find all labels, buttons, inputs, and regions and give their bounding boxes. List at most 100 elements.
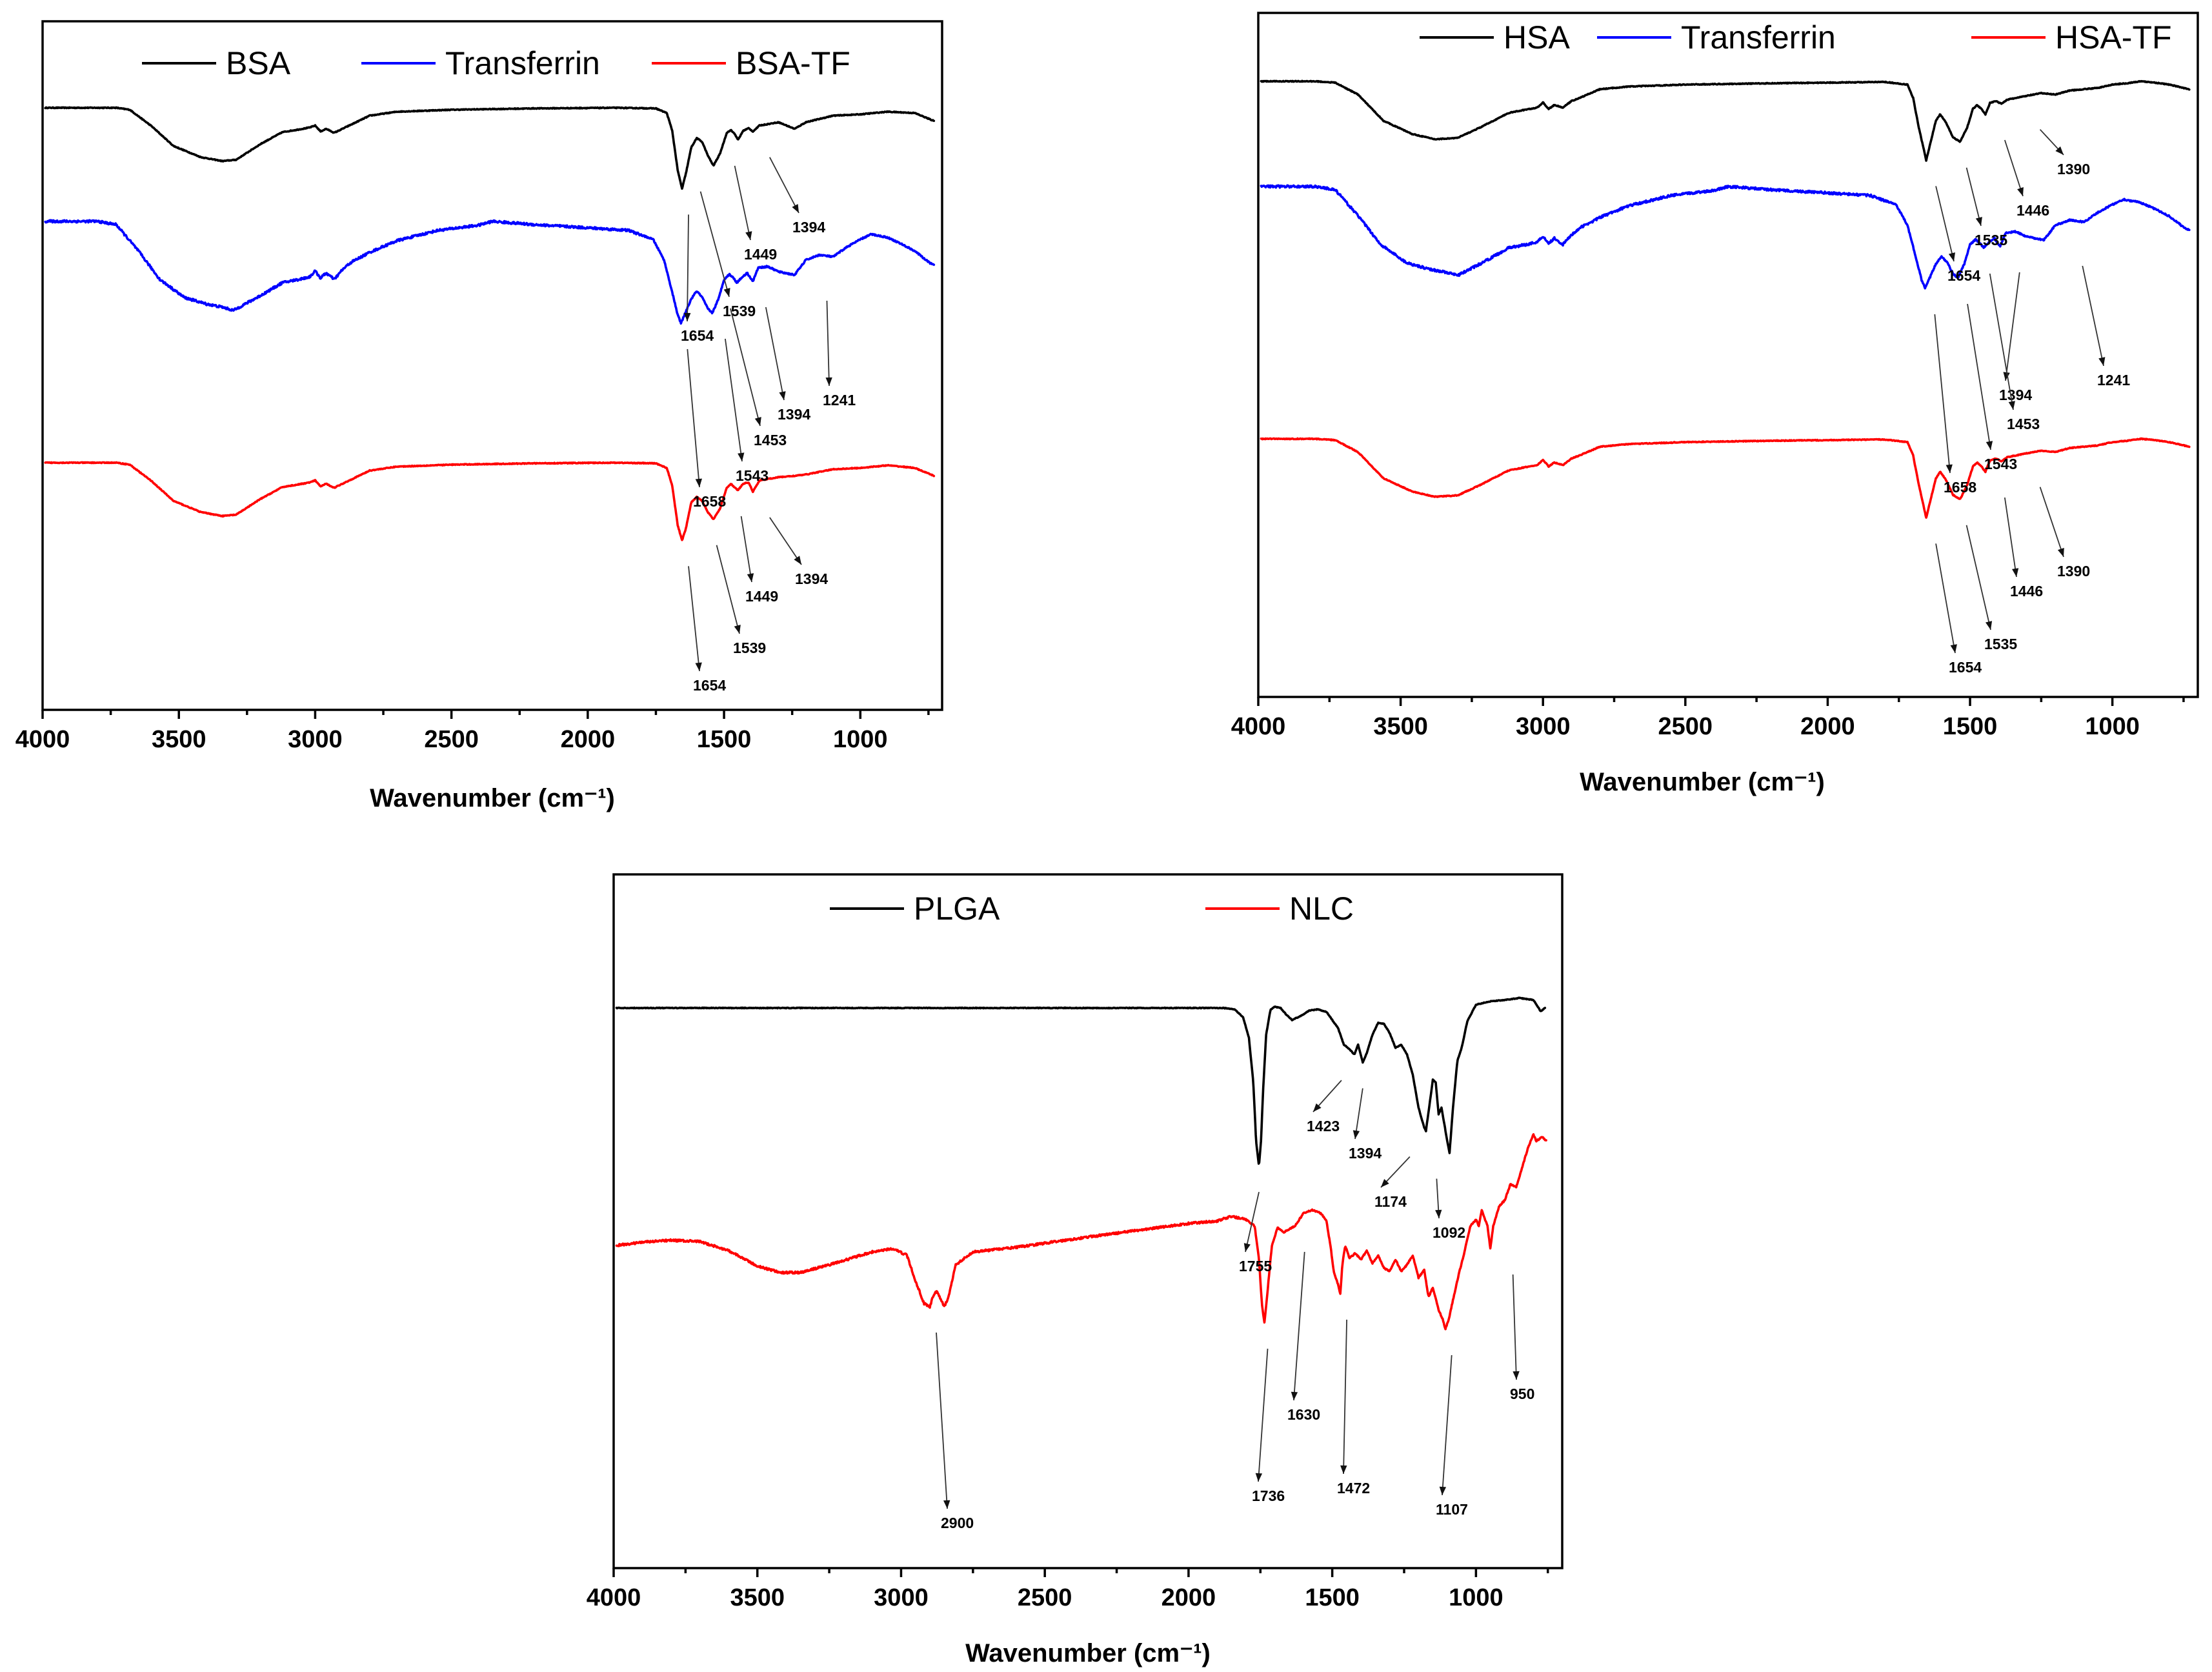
peak-arrowhead — [1435, 1209, 1442, 1218]
peak-arrowhead — [2098, 357, 2106, 366]
peak-arrow — [2005, 272, 2020, 381]
peak-arrow — [2039, 487, 2064, 558]
peak-arrow — [740, 516, 752, 583]
plot-frame — [41, 20, 943, 711]
peak-label: 1736 — [1252, 1487, 1285, 1504]
peak-label: 1394 — [792, 219, 825, 236]
peak-arrowhead — [825, 377, 832, 386]
peak-label: 1390 — [2057, 563, 2090, 579]
peak-arrowhead — [1243, 1243, 1251, 1252]
x-tick-label: 3500 — [152, 726, 206, 753]
peak-arrow — [687, 348, 700, 488]
series-line-hsa-tf — [1260, 437, 2191, 519]
peak-label: 1446 — [2010, 583, 2043, 599]
x-tick-label: 4000 — [15, 726, 70, 753]
peak-label: 1241 — [2097, 372, 2130, 388]
peak-label: 1241 — [823, 392, 856, 408]
peak-label: 1654 — [1949, 659, 1982, 676]
peak-arrow — [730, 308, 761, 427]
legend-label: BSA-TF — [736, 45, 850, 81]
peak-arrowhead — [734, 625, 741, 634]
x-axis-label: Wavenumber (cm⁻¹) — [965, 1639, 1211, 1667]
peak-label: 1539 — [723, 303, 756, 319]
x-axis-label: Wavenumber (cm⁻¹) — [1580, 768, 1825, 796]
peak-arrow — [765, 307, 785, 401]
peak-arrowhead — [2003, 372, 2010, 381]
peak-label: 1107 — [1436, 1501, 1468, 1518]
peak-arrowhead — [1946, 464, 1953, 473]
peak-arrowhead — [2012, 568, 2019, 577]
x-tick-label: 1000 — [1449, 1584, 1503, 1611]
legend-label: PLGA — [914, 891, 1000, 927]
peak-arrowhead — [943, 1500, 950, 1509]
legend-label: HSA-TF — [2055, 19, 2172, 55]
peak-arrow — [1512, 1274, 1517, 1380]
ftir-panel-plga-nlc: 4000 3500 3000 2500 2000 1500 1000 Wavenumber (… — [587, 873, 1563, 1667]
ftir-panel-hsa: 4000 3500 3000 2500 2000 1500 1000 Wavenumber (… — [1231, 12, 2199, 796]
peak-arrow — [2082, 265, 2104, 367]
peak-arrowhead — [1513, 1371, 1520, 1380]
peak-arrow — [936, 1332, 948, 1509]
x-tick-label: 1500 — [1943, 713, 1998, 740]
peak-arrowhead — [1975, 217, 1982, 226]
x-tick-label: 2500 — [424, 726, 479, 753]
plot-frame — [612, 873, 1563, 1569]
peak-arrow — [725, 338, 743, 462]
peak-arrow — [1343, 1319, 1348, 1475]
peak-arrowhead — [747, 573, 754, 582]
legend-label: BSA — [226, 45, 291, 81]
peak-arrow — [1354, 1088, 1363, 1140]
x-tick-label: 2500 — [1658, 713, 1713, 740]
series-line-bsa-tf — [44, 461, 936, 541]
peak-arrowhead — [794, 556, 801, 565]
peak-label: 1394 — [795, 570, 828, 587]
legend-label: HSA — [1503, 19, 1570, 55]
peak-arrowhead — [1986, 621, 1993, 630]
peak-arrow — [716, 545, 740, 634]
peak-arrowhead — [792, 204, 799, 213]
x-tick-label: 1000 — [833, 726, 888, 753]
peak-label: 2900 — [941, 1515, 974, 1531]
peak-arrow — [1935, 543, 1956, 654]
series-line-plga — [615, 996, 1547, 1165]
peak-label: 1654 — [1947, 267, 1980, 284]
peak-label: 1654 — [693, 677, 726, 694]
peak-arrow — [2004, 497, 2017, 578]
x-tick-label: 2000 — [1800, 713, 1855, 740]
peak-label: 1449 — [744, 246, 777, 263]
peak-arrow — [1967, 303, 1991, 450]
peak-arrowhead — [2057, 548, 2064, 557]
peak-label: 1092 — [1433, 1224, 1465, 1241]
peak-label: 1630 — [1287, 1406, 1320, 1423]
peak-label: 1453 — [2007, 416, 2040, 432]
peak-label: 1658 — [1944, 479, 1976, 496]
peak-label: 1449 — [745, 588, 778, 605]
peak-arrow — [687, 214, 689, 322]
peak-arrowhead — [754, 417, 761, 426]
peak-label: 1394 — [778, 406, 810, 423]
x-tick-label: 3500 — [1373, 713, 1428, 740]
peak-arrowhead — [2008, 401, 2015, 410]
peak-label: 1755 — [1239, 1258, 1272, 1274]
legend-label: Transferrin — [1681, 19, 1836, 55]
peak-arrowhead — [2055, 146, 2064, 155]
peak-label: 1394 — [1999, 387, 2032, 403]
peak-arrowhead — [1313, 1103, 1322, 1112]
peak-arrowhead — [1291, 1391, 1298, 1400]
peak-label: 1472 — [1337, 1480, 1370, 1496]
legend-label: NLC — [1289, 891, 1354, 927]
peak-label: 1543 — [1984, 456, 2017, 472]
peak-arrowhead — [1948, 252, 1955, 261]
peak-arrow — [734, 165, 751, 241]
peak-arrowhead — [695, 478, 702, 487]
peak-label: 1390 — [2057, 161, 2090, 177]
peak-arrowhead — [745, 231, 752, 240]
series-line-nlc — [615, 1133, 1547, 1331]
x-tick-label: 1500 — [1305, 1584, 1360, 1611]
peak-arrowhead — [723, 288, 730, 297]
peak-arrowhead — [1381, 1179, 1389, 1187]
peak-label: 950 — [1510, 1385, 1534, 1402]
peak-arrow — [826, 300, 830, 387]
peak-arrowhead — [695, 662, 702, 671]
series-line-hsa — [1260, 79, 2191, 162]
